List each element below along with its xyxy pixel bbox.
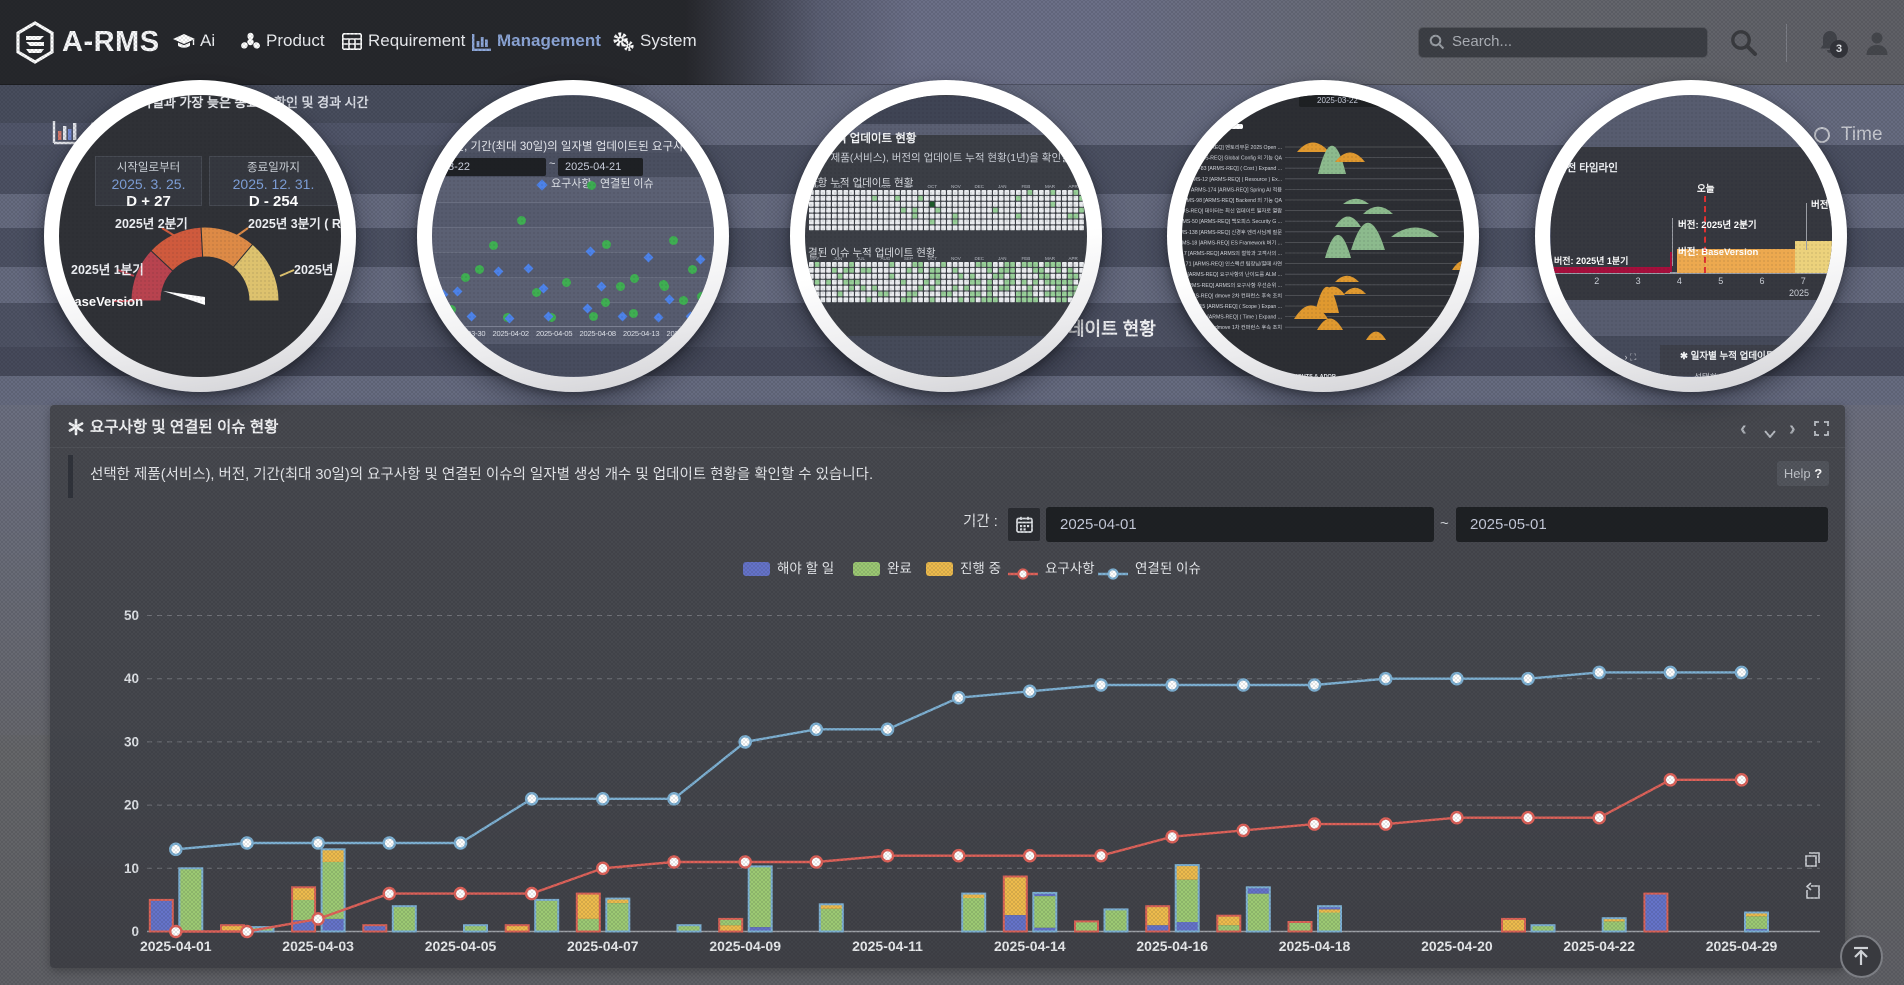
svg-text:50: 50 (124, 608, 139, 623)
svg-text:2025-04-16: 2025-04-16 (1136, 938, 1208, 954)
svg-text:ARMS-96 [ARMS-REQ] 요구사항의 난이도를: ARMS-96 [ARMS-REQ] 요구사항의 난이도를 ALM ... (1182, 270, 1282, 278)
svg-text:ARMS-17 [ARMS-REQ] ARMS의 철학과 고: ARMS-17 [ARMS-REQ] ARMS의 철학과 고객사의 ... (1182, 249, 1282, 257)
svg-text:2025-04-03: 2025-04-03 (282, 938, 354, 954)
svg-text:ARMS-171 [ARMS-REQ] 인스펙션 팀장님/힐: ARMS-171 [ARMS-REQ] 인스펙션 팀장님/힐때 사연 (1182, 260, 1282, 268)
svg-text:2025-04-07: 2025-04-07 (567, 938, 639, 954)
svg-text:ARMS-83 [ARMS-REQ] ( Cost ) Ex: ARMS-83 [ARMS-REQ] ( Cost ) Expand ... (1184, 166, 1282, 172)
svg-text:0: 0 (131, 924, 139, 939)
svg-text:2025-04-18: 2025-04-18 (1279, 938, 1351, 954)
svg-text:2025-04-20: 2025-04-20 (1421, 938, 1493, 954)
svg-text:ARMS-53 [ARMS-REQ] 데이터는 최신 업데이: ARMS-53 [ARMS-REQ] 데이터는 최신 업데이트 될자로 열람 (1182, 207, 1282, 215)
svg-text:ARMS-50 [ARMS-REQ] 백오피스 Securi: ARMS-50 [ARMS-REQ] 백오피스 Security G ... (1182, 217, 1282, 225)
svg-text:ARMS-43 [ARMS-REQ] 멘토리부문 2025: ARMS-43 [ARMS-REQ] 멘토리부문 2025 Open ... (1182, 143, 1282, 151)
svg-text:ARMS-138 [ARMS-REQ] 신경후 엔리사님께: ARMS-138 [ARMS-REQ] 신경후 엔리사님께 질문 (1182, 228, 1282, 236)
svg-text:2025-04-29: 2025-04-29 (1706, 938, 1778, 954)
svg-text:2025-04-09: 2025-04-09 (709, 938, 781, 954)
svg-text:2025-04-14: 2025-04-14 (994, 938, 1066, 954)
svg-text:ARMS-18 [ARMS-REQ] ES Framewor: ARMS-18 [ARMS-REQ] ES Framework 버기 ... (1182, 238, 1282, 246)
svg-text:2025-04-05: 2025-04-05 (425, 938, 497, 954)
svg-text:ARMS-15 [ARMS-REQ] ( Scope ) E: ARMS-15 [ARMS-REQ] ( Scope ) Expan ... (1183, 304, 1282, 310)
svg-text:[ARMS-REQ] dmove 1차 컨퍼런스 후속 조치: [ARMS-REQ] dmove 1차 컨퍼런스 후속 조치 (1183, 323, 1283, 331)
svg-text:30: 30 (124, 734, 139, 749)
svg-text:ARMS-95 [ARMS-REQ] ARMS의 요구사항: ARMS-95 [ARMS-REQ] ARMS의 요구사항 우선순위 ... (1182, 281, 1282, 289)
svg-text:10: 10 (124, 861, 139, 876)
svg-text:ARMS-59 [ARMS-REQ] dmove 2차 컨퍼: ARMS-59 [ARMS-REQ] dmove 2차 컨퍼런스 후속 조치 (1182, 291, 1282, 299)
svg-text:ARMS-98 [ARMS-REQ] Backend 외 기: ARMS-98 [ARMS-REQ] Backend 외 기능 QA (1182, 196, 1283, 204)
svg-text:2025-04-11: 2025-04-11 (852, 938, 923, 954)
svg-text:ARMS-174 [ARMS-REQ] Spring AI: ARMS-174 [ARMS-REQ] Spring AI 적용 (1191, 186, 1282, 193)
svg-text:ARMS-14 [ARMS-REQ] ( Time ) Ex: ARMS-14 [ARMS-REQ] ( Time ) Expand ... (1183, 315, 1282, 321)
svg-text:2025-04-22: 2025-04-22 (1563, 938, 1635, 954)
svg-text:2025-04-01: 2025-04-01 (140, 938, 212, 954)
svg-text:40: 40 (124, 671, 139, 686)
svg-text:20: 20 (124, 798, 139, 813)
svg-text:ARMS-41 [ARMS-REQ] Global Conf: ARMS-41 [ARMS-REQ] Global Config 외 기능 QA (1182, 154, 1283, 162)
svg-text:ARMS-12 [ARMS-REQ] ( Resource: ARMS-12 [ARMS-REQ] ( Resource ) Ex... (1185, 177, 1282, 183)
